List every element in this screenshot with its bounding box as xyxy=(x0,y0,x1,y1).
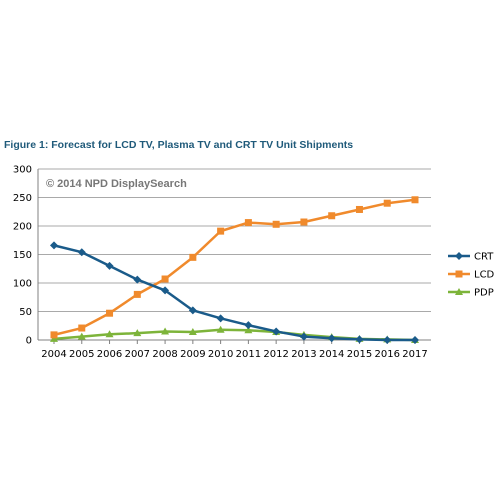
watermark-text: © 2014 NPD DisplaySearch xyxy=(46,178,187,190)
pdp-point xyxy=(161,327,170,335)
pdp-point xyxy=(244,326,253,334)
lcd-point xyxy=(272,220,280,228)
crt-point xyxy=(327,334,336,343)
y-tick-label: 50 xyxy=(19,307,32,318)
y-tick-label: 250 xyxy=(13,193,32,204)
legend: CRT LCD PDP xyxy=(448,252,495,299)
lcd-point xyxy=(300,218,308,226)
crt-point xyxy=(77,248,86,257)
crt-point xyxy=(355,335,364,344)
pdp-point xyxy=(133,329,142,337)
pdp-point xyxy=(188,328,197,336)
legend-marker xyxy=(455,288,463,295)
crt-point xyxy=(299,332,308,341)
legend-marker xyxy=(455,270,463,278)
figure-title: Figure 1: Forecast for LCD TV, Plasma TV… xyxy=(4,139,354,151)
pdp-point xyxy=(105,330,114,338)
crt-point xyxy=(244,321,253,330)
legend-marker xyxy=(455,252,463,260)
y-tick-label: 200 xyxy=(13,222,32,233)
legend-label: CRT xyxy=(474,252,494,263)
crt-point xyxy=(272,327,281,336)
series-layer xyxy=(50,196,419,344)
x-tick-label: 2004 xyxy=(41,349,66,360)
x-tick-label: 2012 xyxy=(263,349,288,360)
x-tick-label: 2005 xyxy=(69,349,94,360)
crt-point xyxy=(105,261,114,270)
lcd-point xyxy=(50,331,58,339)
legend-item-pdp: PDP xyxy=(448,288,494,299)
crt-series xyxy=(50,241,419,344)
x-tick-label: 2015 xyxy=(347,349,372,360)
lcd-series-line xyxy=(53,198,416,337)
lcd-point xyxy=(355,205,363,213)
x-tick-label: 2011 xyxy=(236,349,261,360)
y-tick-label: 0 xyxy=(26,336,32,347)
x-tick-label: 2014 xyxy=(319,349,344,360)
legend-label: PDP xyxy=(474,288,494,299)
y-tick-label: 100 xyxy=(13,279,32,290)
lcd-point xyxy=(78,324,86,332)
crt-point xyxy=(161,286,170,295)
lcd-point xyxy=(133,290,141,298)
lcd-point xyxy=(189,253,197,261)
crt-point xyxy=(411,336,419,344)
lcd-point xyxy=(244,219,252,227)
y-tick-label: 150 xyxy=(13,250,32,261)
x-tick-label: 2010 xyxy=(208,349,233,360)
lcd-point xyxy=(161,275,169,283)
grid-layer xyxy=(38,168,431,312)
legend-item-crt: CRT xyxy=(448,252,494,263)
x-tick-label: 2006 xyxy=(97,349,122,360)
x-tick-label: 2016 xyxy=(375,349,400,360)
crt-series-line xyxy=(53,244,415,342)
x-tick-label: 2017 xyxy=(402,349,427,360)
x-tick-label: 2013 xyxy=(291,349,316,360)
lcd-point xyxy=(106,309,114,317)
crt-point xyxy=(188,306,197,315)
y-tick-label: 300 xyxy=(13,165,32,176)
crt-point xyxy=(50,241,58,250)
x-tick-label: 2007 xyxy=(125,349,150,360)
lcd-point xyxy=(383,199,391,207)
legend-label: LCD xyxy=(474,270,495,281)
lcd-point xyxy=(328,212,336,220)
legend-item-lcd: LCD xyxy=(448,270,495,281)
pdp-point xyxy=(216,325,225,333)
x-tick-label: 2009 xyxy=(180,349,205,360)
crt-point xyxy=(133,275,142,284)
lcd-series xyxy=(50,196,419,339)
x-tick-label: 2008 xyxy=(152,349,177,360)
crt-point xyxy=(216,314,225,323)
crt-point xyxy=(383,336,392,344)
lcd-point xyxy=(217,227,225,235)
lcd-point xyxy=(411,196,419,204)
pdp-point xyxy=(77,332,86,340)
